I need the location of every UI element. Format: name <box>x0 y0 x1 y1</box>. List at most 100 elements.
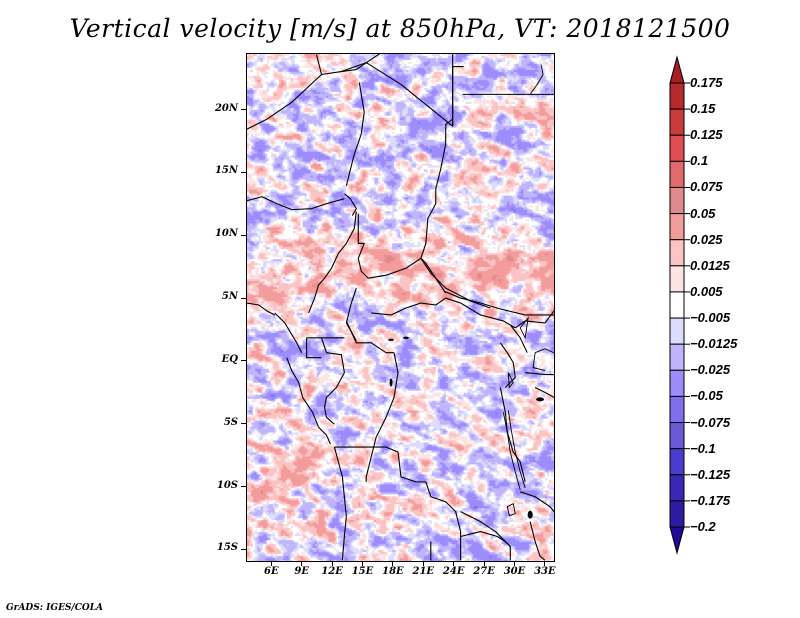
colorbar-swatch <box>669 474 685 502</box>
x-tick-label: 21E <box>412 566 435 577</box>
colorbar-swatch <box>669 500 685 528</box>
border-car-drc <box>371 297 461 316</box>
y-tick-label: EQ <box>221 353 238 365</box>
chart-title: Vertical velocity [m/s] at 850hPa, VT: 2… <box>69 14 731 43</box>
x-tick-mark <box>270 562 272 566</box>
x-tick-mark <box>422 562 424 566</box>
y-tick-label: 10S <box>216 479 238 491</box>
water-body-congo-2 <box>402 336 409 339</box>
border-zambia-tanzania <box>520 491 554 513</box>
x-tick-mark <box>483 562 485 566</box>
border-nigeria-cameroon <box>308 211 357 314</box>
y-tick-label: 10N <box>214 228 238 240</box>
border-malawi <box>529 521 546 561</box>
colorbar-swatch <box>669 82 685 110</box>
colorbar-swatch <box>669 317 685 345</box>
border-lake-chad <box>344 193 357 216</box>
border-congo-drc <box>365 352 399 482</box>
x-tick-label: 24E <box>442 566 465 577</box>
y-tick-label: 20N <box>214 102 238 114</box>
x-tick-mark <box>513 562 515 566</box>
y-tick-mark <box>241 109 246 111</box>
grads-credit: GrADS: IGES/COLA <box>6 603 104 613</box>
x-tick-label: 15E <box>351 566 374 577</box>
colorbar-label: 0.025 <box>690 231 723 247</box>
lake-victoria <box>532 348 554 372</box>
colorbar-swatch <box>669 134 685 162</box>
colorbar-swatch <box>669 343 685 371</box>
water-body-congo-1 <box>388 338 395 341</box>
border-drc-angola <box>397 451 462 561</box>
border-algeria-libya <box>316 54 323 75</box>
x-tick-mark <box>453 562 455 566</box>
water-body-east <box>536 397 545 402</box>
y-tick-label: 5S <box>223 416 238 428</box>
border-drc-angola-west <box>334 446 399 453</box>
colorbar-label: 0.0125 <box>690 257 730 273</box>
y-tick-mark <box>241 423 246 425</box>
border-chad-car <box>368 257 422 279</box>
y-tick-mark <box>241 171 246 173</box>
border-gabon-eq-guinea <box>306 337 322 359</box>
colorbar <box>669 55 690 555</box>
border-car-sudan <box>420 258 491 309</box>
colorbar-extend-max <box>669 55 685 84</box>
x-tick-label: 33E <box>534 566 556 577</box>
border-niger-libya <box>341 54 454 127</box>
y-tick-mark <box>241 360 246 362</box>
lake-albert <box>519 316 529 340</box>
colorbar-swatch <box>669 395 685 424</box>
border-drc-zambia <box>460 530 511 561</box>
x-tick-mark <box>301 562 303 566</box>
x-tick-label: 6E <box>264 566 279 577</box>
border-south-sudan-east <box>514 310 554 329</box>
colorbar-label: −0.005 <box>690 310 731 326</box>
water-body-congo-3 <box>389 378 393 387</box>
country-borders <box>247 54 554 561</box>
colorbar-label: 0.05 <box>690 205 716 221</box>
colorbar-label: −0.05 <box>690 388 723 404</box>
border-cameroon-congo <box>345 320 395 354</box>
border-drc-tanzania <box>499 387 526 482</box>
map-plot-area <box>246 53 555 562</box>
colorbar-label: 0.1 <box>690 153 709 169</box>
colorbar-label: 0.15 <box>690 101 716 117</box>
x-tick-mark <box>392 562 394 566</box>
y-tick-mark <box>241 548 246 550</box>
border-kenya-uganda <box>525 372 554 376</box>
y-tick-mark <box>241 297 246 299</box>
lake-tanganyika <box>502 412 521 490</box>
colorbar-swatch <box>669 239 685 267</box>
border-niger-nigeria <box>247 196 345 211</box>
x-tick-label: 27E <box>473 566 495 577</box>
colorbar-label: 0.005 <box>690 283 723 299</box>
border-drc-uganda <box>499 342 516 388</box>
colorbar-label: −0.125 <box>690 466 731 482</box>
border-south-sudan-drc <box>460 302 516 329</box>
colorbar-label: 0.175 <box>690 75 723 90</box>
colorbar-swatch <box>669 213 685 241</box>
border-congo-gabon <box>306 337 345 425</box>
colorbar-swatch <box>669 422 685 450</box>
colorbar-label: 0.075 <box>690 179 723 195</box>
border-coast-nigeria <box>247 302 276 316</box>
lake-tanganyika-east <box>507 410 526 488</box>
y-tick-mark <box>241 234 246 236</box>
x-tick-mark <box>362 562 363 566</box>
border-coast-cameroon <box>274 312 303 353</box>
lake-kivu <box>507 372 514 389</box>
lake-mweru <box>506 503 516 517</box>
border-niger-chad <box>345 82 365 186</box>
x-tick-label: 30E <box>503 566 526 577</box>
colorbar-label: 0.125 <box>690 127 723 143</box>
colorbar-swatch <box>669 160 685 188</box>
colorbar-swatch <box>669 186 685 215</box>
x-tick-label: 18E <box>382 566 404 577</box>
colorbar-extend-min <box>669 526 685 555</box>
colorbar-label: −0.175 <box>690 492 731 508</box>
colorbar-swatch <box>669 291 685 319</box>
border-chad-sudan <box>420 118 453 294</box>
y-tick-label: 5N <box>221 291 238 303</box>
colorbar-label: −0.0125 <box>690 336 738 352</box>
y-tick-label: 15S <box>216 542 238 554</box>
